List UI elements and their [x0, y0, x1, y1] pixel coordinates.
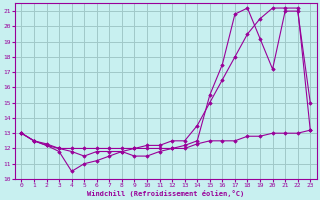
- X-axis label: Windchill (Refroidissement éolien,°C): Windchill (Refroidissement éolien,°C): [87, 190, 244, 197]
